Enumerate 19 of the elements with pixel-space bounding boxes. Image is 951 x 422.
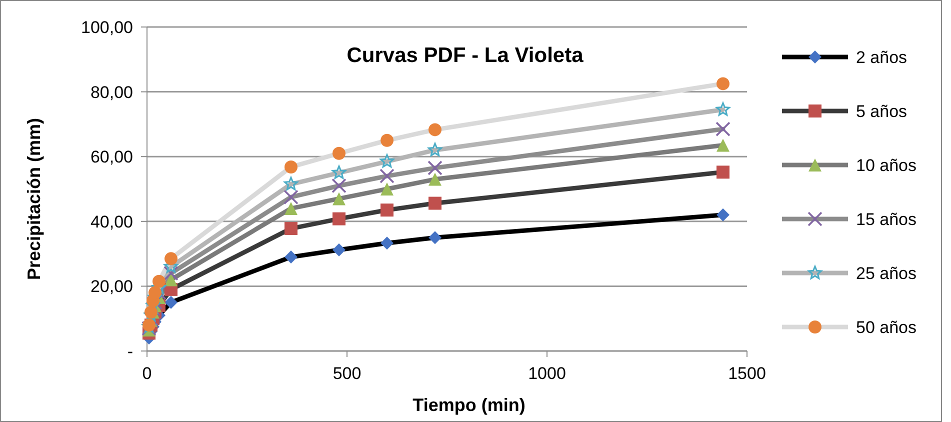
y-tick-label: 40,00 <box>90 212 133 232</box>
x-tick-label: 0 <box>142 364 152 383</box>
text: Curvas PDF - La Violeta <box>346 44 584 67</box>
x-axis-title: Tiempo (min) <box>412 395 526 415</box>
y-tick-label: 100,00 <box>81 18 133 37</box>
legend-label: 2 años <box>856 48 908 67</box>
legend-label: 50 años <box>856 318 916 337</box>
y-axis-title: Precipitación (mm) <box>24 118 44 280</box>
legend-label: 10 años <box>856 156 916 175</box>
legend-label: 15 años <box>856 210 916 229</box>
y-tick-label: 80,00 <box>90 82 133 102</box>
legend-label: 25 años <box>856 264 916 283</box>
x-tick-label: 1000 <box>528 364 566 383</box>
y-tick-label: 20,00 <box>90 277 133 296</box>
legend-label: 5 años <box>856 102 908 121</box>
x-tick-label: 500 <box>332 364 362 383</box>
x-tick-label: 1500 <box>728 364 766 383</box>
y-tick-label: 60,00 <box>90 148 133 167</box>
y-tick-label: - <box>127 342 133 361</box>
